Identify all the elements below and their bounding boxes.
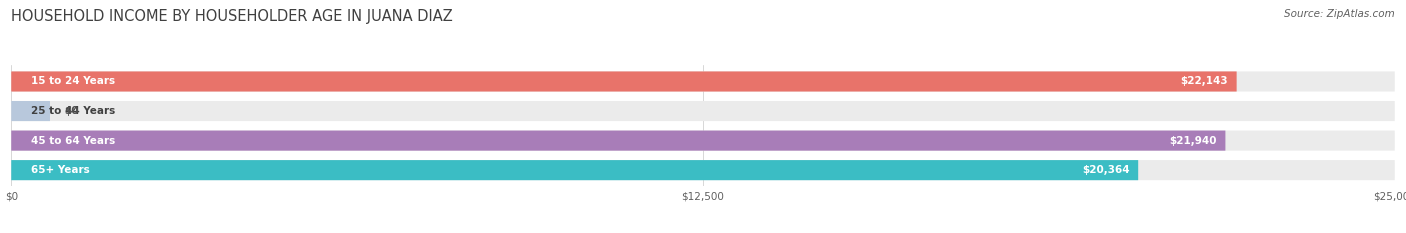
Text: $21,940: $21,940 [1170, 136, 1218, 146]
FancyBboxPatch shape [11, 160, 1395, 180]
FancyBboxPatch shape [11, 160, 1139, 180]
FancyBboxPatch shape [11, 72, 1395, 92]
Text: 65+ Years: 65+ Years [31, 165, 90, 175]
Text: HOUSEHOLD INCOME BY HOUSEHOLDER AGE IN JUANA DIAZ: HOUSEHOLD INCOME BY HOUSEHOLDER AGE IN J… [11, 9, 453, 24]
FancyBboxPatch shape [11, 101, 51, 121]
FancyBboxPatch shape [11, 101, 1395, 121]
Text: $22,143: $22,143 [1181, 76, 1229, 86]
FancyBboxPatch shape [11, 130, 1395, 151]
FancyBboxPatch shape [11, 72, 1237, 92]
Text: 45 to 64 Years: 45 to 64 Years [31, 136, 115, 146]
Text: $0: $0 [63, 106, 79, 116]
Text: 25 to 44 Years: 25 to 44 Years [31, 106, 115, 116]
Text: Source: ZipAtlas.com: Source: ZipAtlas.com [1284, 9, 1395, 19]
FancyBboxPatch shape [11, 130, 1226, 151]
Text: $20,364: $20,364 [1083, 165, 1130, 175]
Text: 15 to 24 Years: 15 to 24 Years [31, 76, 115, 86]
